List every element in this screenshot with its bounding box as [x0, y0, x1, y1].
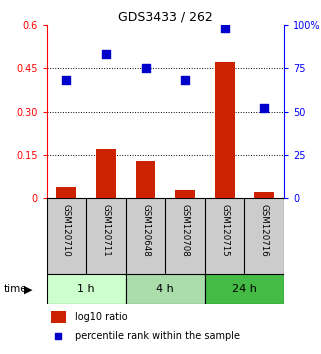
- Point: [262, 105, 267, 111]
- Bar: [56, 187, 76, 198]
- Bar: [135, 161, 155, 198]
- Bar: [126, 274, 205, 304]
- Text: GSM120716: GSM120716: [260, 204, 269, 257]
- Point: [222, 25, 227, 31]
- Point: [143, 65, 148, 71]
- Text: 1 h: 1 h: [77, 284, 95, 295]
- Bar: [51, 310, 65, 323]
- Text: GSM120710: GSM120710: [62, 204, 71, 257]
- Point: [64, 78, 69, 83]
- Text: GSM120648: GSM120648: [141, 204, 150, 257]
- Text: GSM120711: GSM120711: [101, 204, 110, 257]
- Text: 4 h: 4 h: [156, 284, 174, 295]
- Point: [103, 51, 108, 57]
- Point: [56, 333, 61, 339]
- Bar: [254, 193, 274, 198]
- Text: GSM120708: GSM120708: [181, 204, 190, 257]
- Bar: [96, 149, 116, 198]
- Title: GDS3433 / 262: GDS3433 / 262: [118, 11, 213, 24]
- Bar: [205, 274, 284, 304]
- Text: 24 h: 24 h: [232, 284, 257, 295]
- Text: log10 ratio: log10 ratio: [75, 312, 128, 322]
- Bar: [47, 274, 126, 304]
- Bar: [175, 189, 195, 198]
- Text: GSM120715: GSM120715: [220, 204, 229, 257]
- Text: ▶: ▶: [24, 284, 32, 295]
- Text: percentile rank within the sample: percentile rank within the sample: [75, 331, 240, 341]
- Text: time: time: [3, 284, 27, 295]
- Point: [183, 78, 188, 83]
- Bar: [215, 62, 235, 198]
